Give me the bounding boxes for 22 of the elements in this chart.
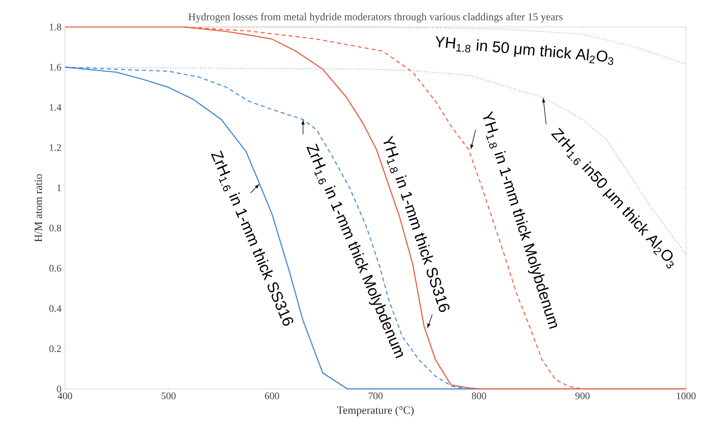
y-tick-label: 0.4: [49, 305, 62, 312]
y-tick-label: 1.2: [50, 144, 61, 152]
x-tick-label: 1000: [676, 392, 696, 400]
x-tick-label: 600: [264, 392, 280, 400]
y-tick-label: 1.4: [50, 104, 62, 111]
chart-title: Hydrogen losses from metal hydride moderators through various claddings after 15 years: [188, 12, 562, 22]
y-tick-label: 1.6: [50, 64, 62, 71]
x-tick-label: 900: [575, 392, 590, 400]
x-tick-label: 700: [368, 392, 383, 400]
y-tick-label: 1.8: [50, 24, 62, 30]
y-tick-label: 0.6: [49, 264, 62, 272]
annotation: ZrH$_{1.6}$ in 1-mm thick SS316: [210, 150, 294, 326]
y-tick-label: 0.8: [49, 224, 62, 232]
x-tick-label: 400: [58, 392, 72, 400]
annotation: YH$_{1.8}$ in 50 μm thick Al$_{2}$O$_{3}$: [436, 36, 614, 65]
x-axis-title: Temperature (°C): [337, 406, 414, 416]
x-tick-label: 500: [162, 392, 176, 400]
y-tick-label: 1: [57, 184, 61, 192]
y-axis-title: H/M atom ratio: [34, 174, 42, 242]
x-tick-label: 800: [472, 392, 486, 400]
y-tick-label: 0.2: [49, 345, 61, 352]
y-tick-label: 0: [56, 386, 62, 392]
